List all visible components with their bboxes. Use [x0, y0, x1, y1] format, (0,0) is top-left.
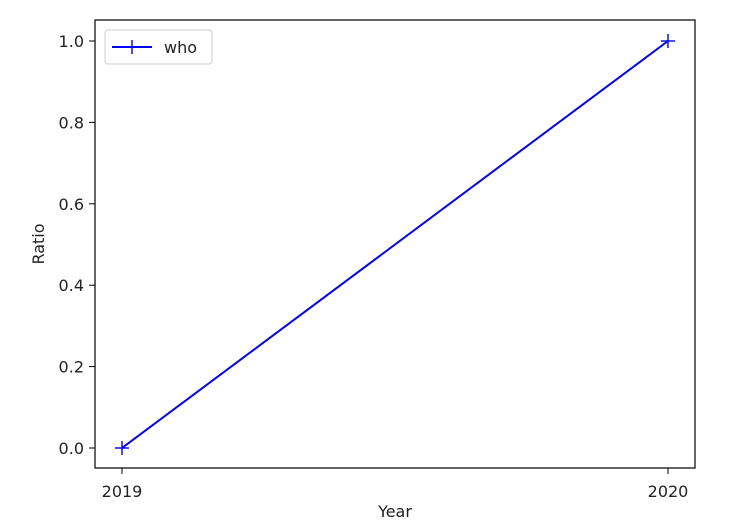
x-axis-ticks: 2019 2020 — [102, 468, 689, 501]
legend-label: who — [164, 38, 197, 57]
y-tick-label: 0.6 — [59, 195, 84, 214]
data-point-marker — [661, 34, 675, 48]
y-tick-label: 0.0 — [59, 439, 84, 458]
plot-frame — [94, 19, 696, 469]
y-tick-label: 0.2 — [59, 358, 84, 377]
series-line — [121, 40, 669, 449]
y-tick-label: 0.8 — [59, 113, 84, 132]
x-tick-label: 2019 — [102, 482, 143, 501]
y-axis-ticks: 0.0 0.2 0.4 0.6 0.8 1.0 — [59, 32, 95, 458]
y-tick-label: 0.4 — [59, 276, 84, 295]
legend-box — [104, 29, 213, 65]
x-tick-label: 2020 — [648, 482, 689, 501]
series-layer — [115, 34, 675, 455]
y-tick-label: 1.0 — [59, 32, 84, 51]
y-axis-label: Ratio — [29, 223, 48, 264]
x-axis-label: Year — [377, 502, 412, 521]
data-point-marker — [115, 441, 129, 455]
legend: who — [104, 29, 213, 65]
